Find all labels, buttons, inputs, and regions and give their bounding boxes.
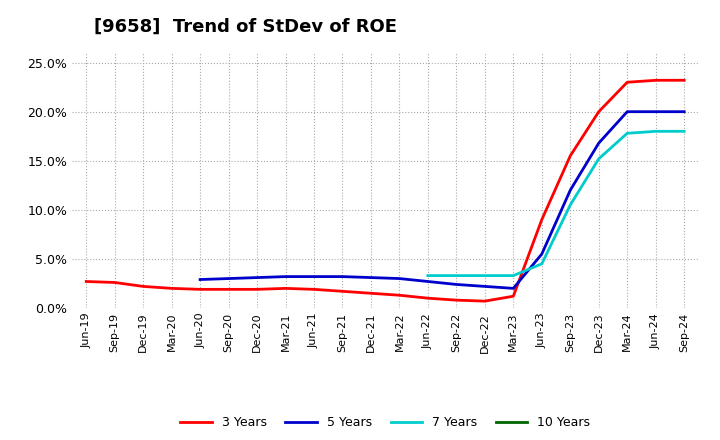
3 Years [253, 287, 261, 292]
7 Years [566, 202, 575, 208]
3 Years [338, 289, 347, 294]
7 Years [595, 156, 603, 161]
3 Years [623, 80, 631, 85]
3 Years [452, 297, 461, 303]
3 Years [366, 291, 375, 296]
5 Years [680, 109, 688, 114]
7 Years [452, 273, 461, 278]
5 Years [623, 109, 631, 114]
7 Years [423, 273, 432, 278]
5 Years [196, 277, 204, 282]
5 Years [509, 286, 518, 291]
5 Years [366, 275, 375, 280]
3 Years [652, 77, 660, 83]
5 Years [338, 274, 347, 279]
3 Years [310, 287, 318, 292]
5 Years [253, 275, 261, 280]
3 Years [423, 296, 432, 301]
7 Years [652, 128, 660, 134]
Text: [9658]  Trend of StDev of ROE: [9658] Trend of StDev of ROE [94, 18, 397, 36]
3 Years [282, 286, 290, 291]
3 Years [225, 287, 233, 292]
5 Years [595, 140, 603, 146]
7 Years [480, 273, 489, 278]
5 Years [395, 276, 404, 281]
7 Years [509, 273, 518, 278]
3 Years [509, 293, 518, 299]
5 Years [537, 251, 546, 257]
3 Years [196, 287, 204, 292]
5 Years [282, 274, 290, 279]
5 Years [452, 282, 461, 287]
3 Years [566, 153, 575, 158]
3 Years [480, 298, 489, 304]
3 Years [595, 109, 603, 114]
Legend: 3 Years, 5 Years, 7 Years, 10 Years: 3 Years, 5 Years, 7 Years, 10 Years [176, 411, 595, 434]
3 Years [82, 279, 91, 284]
5 Years [652, 109, 660, 114]
3 Years [395, 293, 404, 298]
3 Years [680, 77, 688, 83]
5 Years [310, 274, 318, 279]
7 Years [537, 261, 546, 267]
3 Years [167, 286, 176, 291]
5 Years [480, 284, 489, 289]
5 Years [423, 279, 432, 284]
5 Years [566, 187, 575, 193]
7 Years [680, 128, 688, 134]
3 Years [110, 280, 119, 285]
Line: 3 Years: 3 Years [86, 80, 684, 301]
3 Years [139, 284, 148, 289]
Line: 5 Years: 5 Years [200, 112, 684, 288]
Line: 7 Years: 7 Years [428, 131, 684, 275]
3 Years [537, 217, 546, 222]
7 Years [623, 131, 631, 136]
5 Years [225, 276, 233, 281]
